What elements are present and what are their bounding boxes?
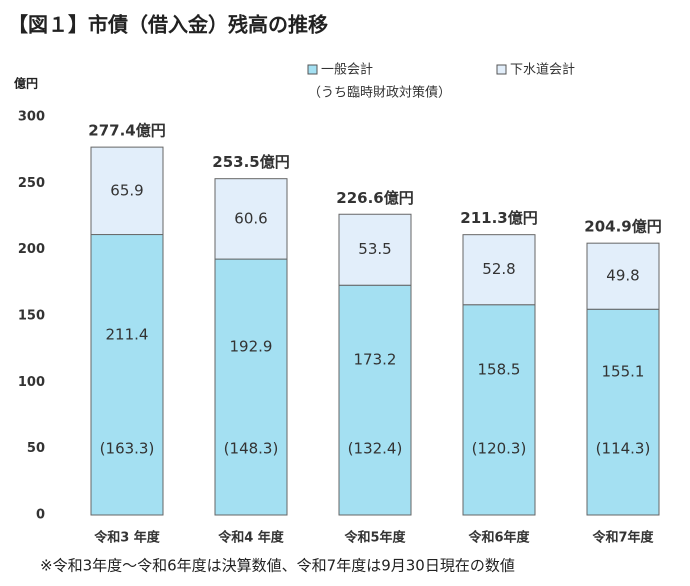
value-label: 52.8 [482, 260, 515, 278]
value-label: 53.5 [358, 240, 391, 258]
legend-swatch [307, 64, 318, 75]
y-tick-label: 100 [18, 375, 45, 390]
value-label: 158.5 [478, 360, 521, 378]
value-label: 192.9 [230, 338, 273, 356]
bar-segment [338, 284, 412, 516]
value-label: 60.6 [234, 209, 267, 227]
sub-value-label: (120.3) [472, 440, 527, 458]
x-tick-label: 令和5年度 [344, 530, 406, 546]
legend-label: 下水道会計 [510, 62, 575, 78]
bar-segment [214, 178, 288, 260]
x-tick-label: 令和6年度 [468, 530, 530, 546]
value-label: 49.8 [606, 267, 639, 285]
sub-value-label: (132.4) [348, 440, 403, 458]
x-tick-label: 令和3 年度 [94, 530, 161, 546]
bar-segment [586, 242, 660, 310]
total-label: 253.5億円 [212, 153, 289, 171]
bar-segment [214, 258, 288, 516]
y-tick-label: 300 [18, 110, 45, 125]
bar-segment [90, 234, 164, 516]
bar-segment [586, 308, 660, 516]
footnote: ※令和3年度～令和6年度は決算数値、令和7年度は9月30日現在の数値 [40, 557, 515, 575]
legend-sub-label: （うち臨時財政対策債） [308, 85, 451, 101]
sub-value-label: (148.3) [224, 440, 279, 458]
value-label: 173.2 [354, 351, 397, 369]
total-label: 277.4億円 [88, 121, 165, 139]
bar-segment [462, 234, 536, 306]
x-tick-label: 令和4 年度 [218, 530, 285, 546]
y-tick-label: 200 [18, 242, 45, 257]
value-label: 65.9 [110, 181, 143, 199]
bar-segment [462, 304, 536, 516]
total-label: 204.9億円 [584, 218, 661, 236]
legend-swatch [496, 64, 507, 75]
y-tick-label: 0 [36, 508, 45, 523]
y-tick-label: 50 [27, 441, 45, 456]
y-unit: 億円 [14, 76, 38, 91]
total-label: 211.3億円 [460, 209, 537, 227]
y-tick-label: 250 [18, 176, 45, 191]
chart-title: 【図１】市債（借入金）残高の推移 [8, 13, 328, 37]
y-tick-label: 150 [18, 309, 45, 324]
legend-label: 一般会計 [321, 62, 373, 78]
sub-value-label: (163.3) [100, 440, 155, 458]
value-label: 155.1 [602, 363, 645, 381]
bar-segment [90, 146, 164, 236]
bar-segment [338, 213, 412, 286]
value-label: 211.4 [106, 325, 149, 343]
total-label: 226.6億円 [336, 189, 413, 207]
x-tick-label: 令和7年度 [592, 530, 654, 546]
sub-value-label: (114.3) [596, 440, 651, 458]
